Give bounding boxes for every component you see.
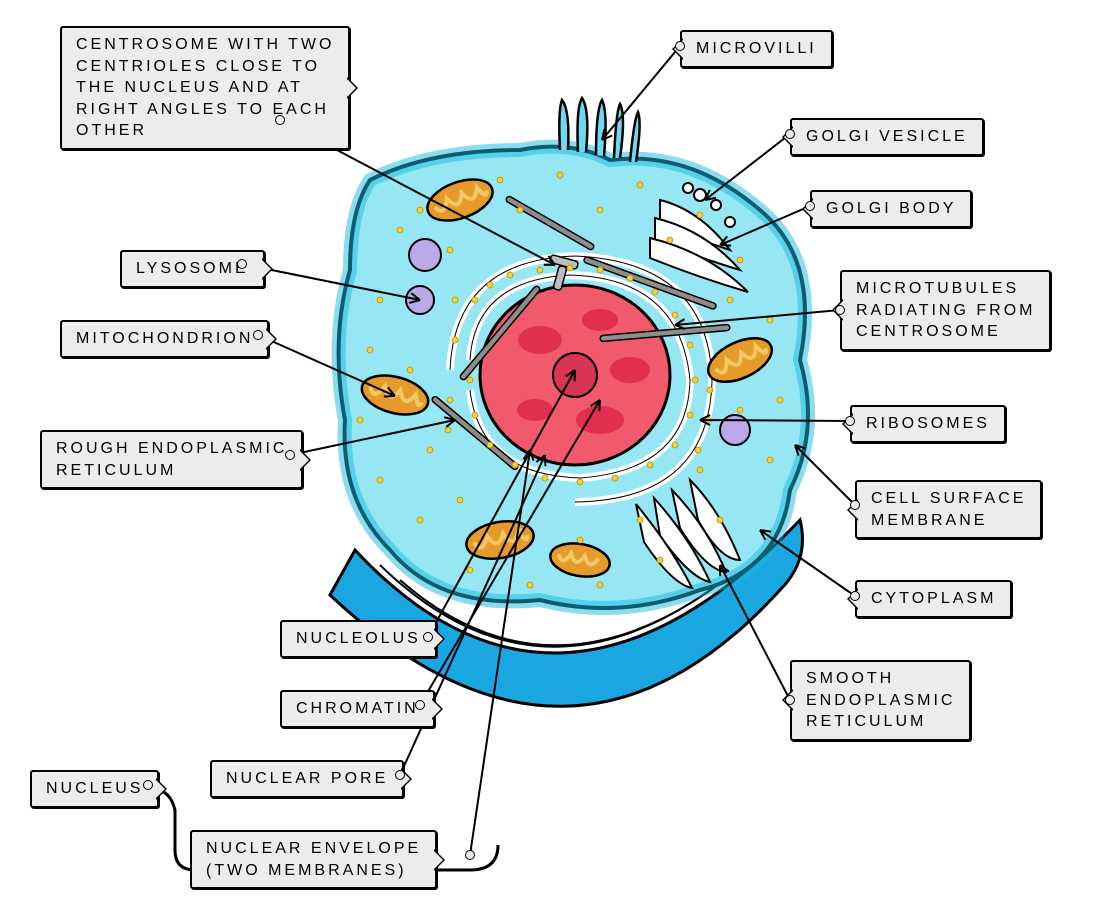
label-text-centrosome: CENTROSOME WITH TWO CENTRIOLES CLOSE TO … [76,36,334,139]
label-ribosomes: RIBOSOMES [850,405,1006,443]
label-text-nuclear_envelope: NUCLEAR ENVELOPE (TWO MEMBRANES) [206,840,421,879]
pin-microvilli [675,41,685,51]
pin-cell_membrane [850,500,860,510]
leader-microvilli [602,46,680,140]
label-text-microtubules: MICROTUBULES RADIATING FROM CENTROSOME [856,280,1035,340]
label-golgi_body: GOLGI BODY [810,190,972,228]
pin-lysosome [237,259,247,269]
label-nuclear_pore: NUCLEAR PORE [210,760,404,798]
label-text-nucleolus: NUCLEOLUS [296,630,421,647]
pin-cytoplasm [850,591,860,601]
label-text-cell_membrane: CELL SURFACE MEMBRANE [871,490,1026,529]
leader-golgi_vesicle [705,134,790,200]
pin-centrosome [275,115,285,125]
label-nuclear_envelope: NUCLEAR ENVELOPE (TWO MEMBRANES) [190,830,437,889]
label-text-ribosomes: RIBOSOMES [866,415,990,432]
label-cytoplasm: CYTOPLASM [855,580,1012,618]
pin-nucleolus [423,632,433,642]
pin-nucleus [143,780,153,790]
label-chromatin: CHROMATIN [280,690,435,728]
label-text-microvilli: MICROVILLI [696,40,817,57]
pin-golgi_body [805,201,815,211]
label-text-lysosome: LYSOSOME [136,260,249,277]
label-golgi_vesicle: GOLGI VESICLE [790,118,984,156]
label-text-cytoplasm: CYTOPLASM [871,590,996,607]
pin-mitochondrion [253,330,263,340]
label-text-ser: SMOOTH ENDOPLASMIC RETICULUM [806,670,955,730]
pin-ribosomes [845,416,855,426]
pin-nuclear_envelope [465,850,475,860]
label-centrosome: CENTROSOME WITH TWO CENTRIOLES CLOSE TO … [60,26,350,150]
label-cell_membrane: CELL SURFACE MEMBRANE [855,480,1042,539]
label-text-golgi_vesicle: GOLGI VESICLE [806,128,968,145]
pin-rer [285,450,295,460]
pin-golgi_vesicle [785,129,795,139]
label-microtubules: MICROTUBULES RADIATING FROM CENTROSOME [840,270,1051,351]
pin-ser [785,695,795,705]
cell-diagram: { "diagram": { "type": "infographic", "s… [0,0,1100,920]
label-text-rer: ROUGH ENDOPLASMIC RETICULUM [56,440,287,479]
label-text-mitochondrion: MITOCHONDRION [76,330,253,347]
label-text-nucleus: NUCLEUS [46,780,143,797]
label-text-chromatin: CHROMATIN [296,700,419,717]
pin-nuclear_pore [395,770,405,780]
label-microvilli: MICROVILLI [680,30,833,68]
label-text-golgi_body: GOLGI BODY [826,200,956,217]
label-mitochondrion: MITOCHONDRION [60,320,269,358]
label-text-nuclear_pore: NUCLEAR PORE [226,770,388,787]
label-rer: ROUGH ENDOPLASMIC RETICULUM [40,430,303,489]
label-nucleolus: NUCLEOLUS [280,620,437,658]
label-nucleus: NUCLEUS [30,770,159,808]
pin-microtubules [835,305,845,315]
label-ser: SMOOTH ENDOPLASMIC RETICULUM [790,660,971,741]
pin-chromatin [415,700,425,710]
